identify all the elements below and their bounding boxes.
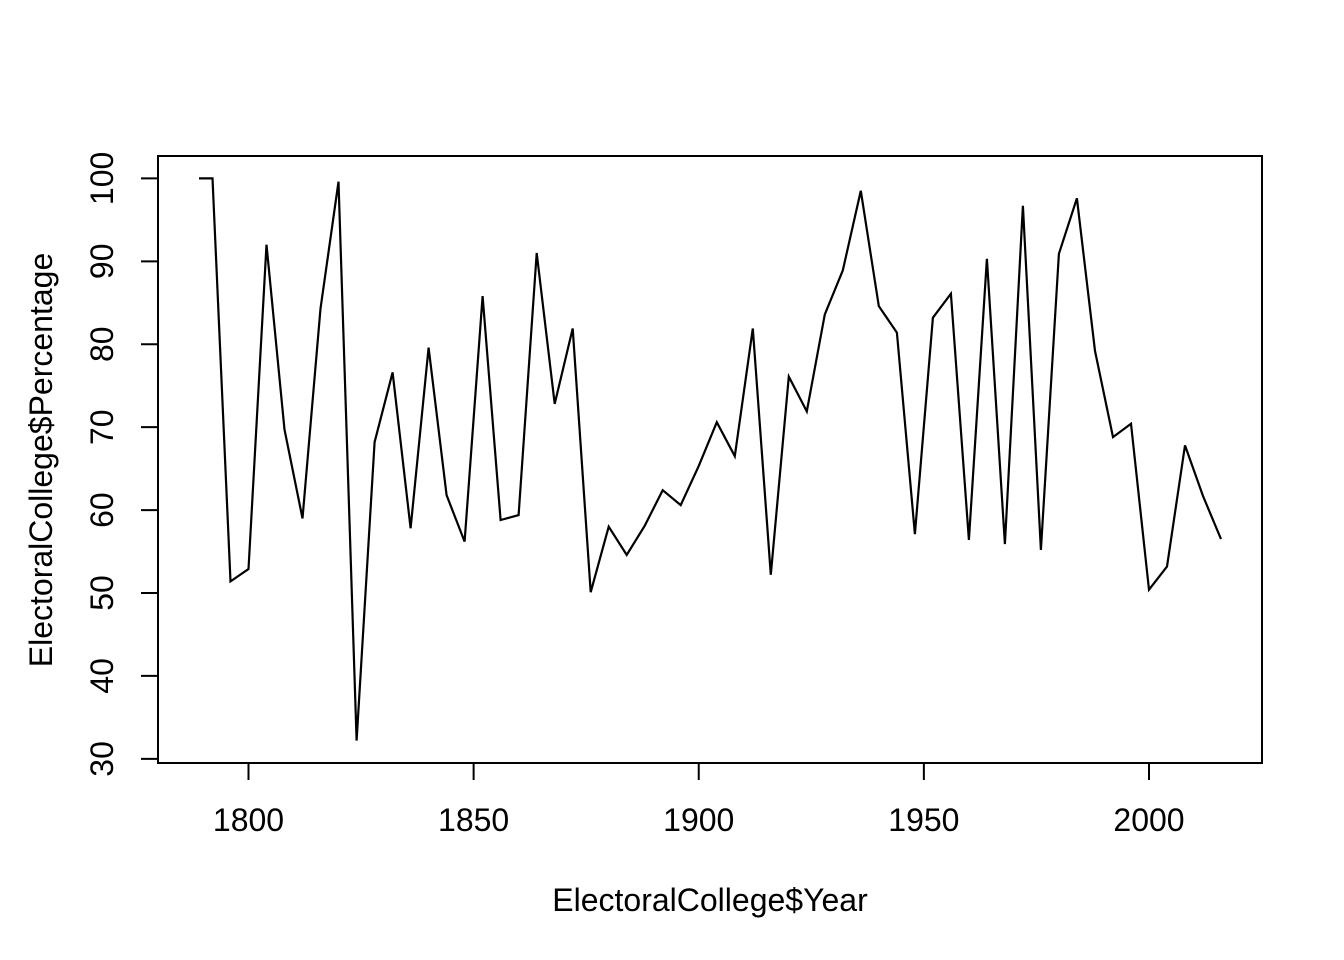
x-tick-label: 1850 bbox=[438, 802, 509, 838]
y-tick-label: 40 bbox=[84, 658, 120, 694]
x-axis-title: ElectoralCollege$Year bbox=[552, 882, 868, 918]
y-tick-label: 80 bbox=[84, 326, 120, 362]
y-tick-label: 60 bbox=[84, 492, 120, 528]
x-tick-label: 2000 bbox=[1113, 802, 1184, 838]
data-series-group bbox=[199, 177, 1223, 741]
plot-box bbox=[157, 155, 1263, 764]
data-line bbox=[199, 177, 1223, 741]
y-tick-label: 90 bbox=[84, 244, 120, 280]
x-axis: 1800 1850 1900 1950 2000 bbox=[213, 763, 1185, 838]
x-tick-label: 1900 bbox=[663, 802, 734, 838]
x-tick-label: 1950 bbox=[888, 802, 959, 838]
y-tick-label: 30 bbox=[84, 741, 120, 777]
y-tick-label: 100 bbox=[84, 152, 120, 205]
x-tick-label: 1800 bbox=[213, 802, 284, 838]
y-tick-label: 50 bbox=[84, 575, 120, 611]
y-axis: 30 40 50 60 70 80 90 100 bbox=[84, 152, 158, 777]
y-tick-label: 70 bbox=[84, 409, 120, 445]
y-axis-title: ElectoralCollege$Percentage bbox=[23, 253, 59, 667]
